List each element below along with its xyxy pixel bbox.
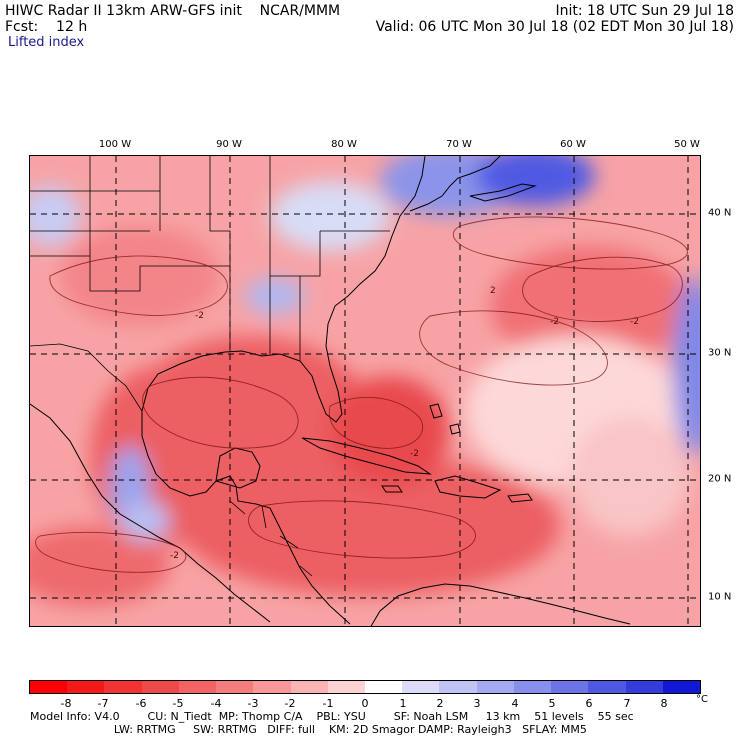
gulf-of-maine-coast <box>409 156 501 212</box>
cool-gulf-of-maine <box>475 156 595 206</box>
colorbar-tick: 5 <box>548 697 556 710</box>
colorbar-segment <box>327 681 365 693</box>
colorbar-segment <box>141 681 179 693</box>
colorbar-segment <box>588 681 626 693</box>
cool-tennessee <box>245 278 305 314</box>
warm-caribbean <box>180 456 560 596</box>
contour-label: -2 <box>170 551 179 561</box>
colorbar-segment <box>253 681 291 693</box>
lat-label: 20 N <box>708 473 732 485</box>
lat-label: 40 N <box>708 207 732 219</box>
colorbar-segment <box>625 681 663 693</box>
colorbar-tick: -3 <box>247 697 259 710</box>
colorbar-tick: 4 <box>511 697 519 710</box>
colorbar-tick: -4 <box>210 697 222 710</box>
init-time: Init: 18 UTC Sun 29 Jul 18 <box>555 3 734 19</box>
colorbar-segment <box>662 681 700 693</box>
lon-label: 100 W <box>98 139 132 150</box>
lat-label: 10 N <box>708 591 732 603</box>
cool-ohio-valley <box>270 181 390 251</box>
lon-label: 90 W <box>216 139 242 150</box>
colorbar-segment <box>402 681 440 693</box>
lifted-index-map: -2 -2 -2 -2 2 -2 <box>29 155 701 627</box>
colorbar-segment <box>476 681 514 693</box>
colorbar-tick: -7 <box>97 697 109 710</box>
colorbar-unit: °C <box>696 694 708 705</box>
colorbar-segment <box>178 681 217 693</box>
colorbar-tick: -6 <box>135 697 147 710</box>
colorbar <box>29 680 701 694</box>
colorbar-tick: 1 <box>399 697 407 710</box>
lon-label: 80 W <box>331 139 357 150</box>
colorbar-segment <box>67 681 105 693</box>
colorbar-tick: -8 <box>60 697 72 710</box>
colorbar-tick: 6 <box>585 697 593 710</box>
model-info-line-1: Model Info: V4.0 CU: N_Tiedt MP: Thomp C… <box>30 710 634 723</box>
contour-label: 2 <box>490 286 496 296</box>
cuba <box>301 437 432 475</box>
field-name: Lifted index <box>8 35 85 50</box>
forecast-hour: Fcst: 12 h <box>5 19 88 35</box>
colorbar-segment <box>30 681 68 693</box>
puerto-rico <box>507 493 533 503</box>
colorbar-segment <box>290 681 328 693</box>
coastlines <box>30 156 631 626</box>
colorbar-tick: 7 <box>623 697 631 710</box>
pacific-coast <box>30 403 271 623</box>
lat-label: 30 N <box>708 347 732 359</box>
south-america-north <box>370 583 631 626</box>
cool-east-edge <box>673 276 700 456</box>
colorbar-tick: 8 <box>660 697 668 710</box>
nova-scotia <box>469 183 537 202</box>
contours <box>35 216 688 573</box>
colorbar-segment <box>513 681 552 693</box>
us-mexico-border <box>30 343 143 412</box>
colorbar-tick: 3 <box>473 697 481 710</box>
colorbar-tick: -1 <box>322 697 334 710</box>
bahamas <box>429 403 461 435</box>
us-east-coast <box>141 156 426 625</box>
valid-time: Valid: 06 UTC Mon 30 Jul 18 (02 EDT Mon … <box>375 19 734 35</box>
warm-east-pacific <box>30 526 170 606</box>
contour-label: -2 <box>550 317 559 327</box>
colorbar-tick: -5 <box>172 697 184 710</box>
colorbar-segment <box>216 681 254 693</box>
field-shading <box>30 156 700 606</box>
political-boundaries <box>30 156 390 577</box>
colorbar-tick: 0 <box>361 697 369 710</box>
cool-central-america-pacific <box>120 501 170 541</box>
central-america-borders <box>229 500 313 577</box>
warm-florida-strait <box>330 376 450 486</box>
colorbar-segment <box>364 681 403 693</box>
jamaica <box>381 485 403 493</box>
contour-label: -2 <box>410 449 419 459</box>
colorbar-tick: 2 <box>436 697 444 710</box>
colorbar-segment <box>439 681 477 693</box>
warm-atlantic-ridge <box>490 246 690 366</box>
contour-label: -2 <box>195 311 204 321</box>
contour-label: -2 <box>630 317 639 327</box>
yucatan <box>215 447 261 489</box>
colorbar-segment <box>551 681 589 693</box>
model-info-line-2: LW: RRTMG SW: RRTMG DIFF: full KM: 2D Sm… <box>30 723 587 736</box>
colorbar-tick: -2 <box>284 697 296 710</box>
map-canvas: -2 -2 -2 -2 2 -2 <box>30 156 700 626</box>
hispaniola <box>434 475 502 499</box>
contour-labels: -2 -2 -2 -2 2 -2 <box>170 286 639 561</box>
model-title: HIWC Radar II 13km ARW-GFS init NCAR/MMM <box>5 3 341 19</box>
lon-label: 50 W <box>674 139 700 150</box>
state-line <box>30 156 390 361</box>
lon-label: 60 W <box>560 139 586 150</box>
colorbar-segment <box>104 681 142 693</box>
lon-label: 70 W <box>446 139 472 150</box>
neutral-east-atlantic <box>570 416 690 536</box>
